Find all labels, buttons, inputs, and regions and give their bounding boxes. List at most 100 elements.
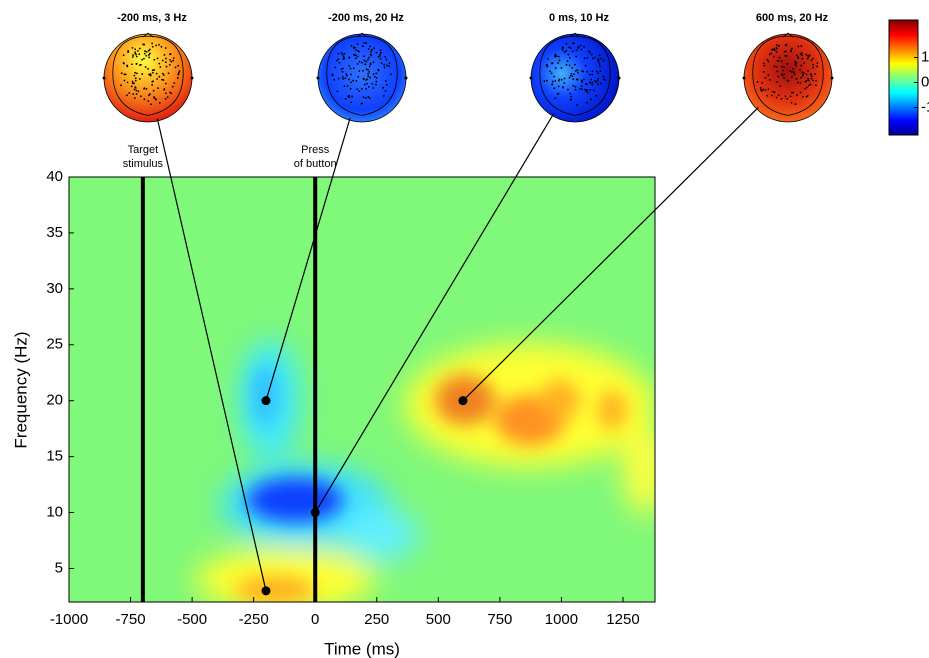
electrode — [132, 54, 134, 56]
electrode — [591, 54, 593, 56]
electrode — [588, 50, 590, 52]
electrode — [596, 71, 598, 73]
electrode — [131, 63, 133, 65]
electrode — [547, 58, 549, 60]
electrode — [134, 72, 136, 74]
electrode — [786, 44, 788, 46]
electrode — [808, 80, 810, 82]
topomap — [104, 34, 192, 122]
electrode — [769, 54, 771, 56]
electrode — [127, 51, 129, 53]
electrode — [777, 76, 779, 78]
x-tick-label: -1000 — [50, 611, 88, 628]
electrode — [581, 85, 583, 87]
electrode — [562, 49, 564, 51]
electrode — [559, 60, 561, 62]
electrode — [585, 65, 587, 67]
electrode — [800, 53, 802, 55]
electrode — [158, 63, 160, 65]
electrode — [800, 77, 802, 79]
electrode — [158, 44, 160, 46]
electrode — [812, 58, 814, 60]
electrode — [375, 72, 377, 74]
electrode — [356, 88, 358, 90]
electrode — [175, 66, 177, 68]
electrode — [587, 92, 589, 94]
electrode — [791, 71, 793, 73]
electrode — [136, 63, 138, 65]
electrode — [348, 57, 350, 59]
electrode — [593, 89, 595, 91]
electrode — [342, 76, 344, 78]
electrode — [760, 87, 762, 89]
electrode — [369, 97, 371, 99]
electrode — [135, 80, 137, 82]
electrode — [366, 68, 368, 70]
electrode — [600, 82, 602, 84]
electrode — [334, 67, 336, 69]
electrode — [156, 73, 158, 75]
electrode — [578, 46, 580, 48]
electrode — [586, 102, 588, 104]
electrode — [803, 62, 805, 64]
electrode — [382, 87, 384, 89]
topomap-ear — [191, 77, 194, 80]
electrode — [554, 97, 556, 99]
electrode — [569, 57, 571, 59]
electrode — [564, 78, 566, 80]
electrode — [343, 53, 345, 55]
electrode — [348, 96, 350, 98]
electrode — [785, 51, 787, 53]
electrode — [125, 74, 127, 76]
electrode — [345, 98, 347, 100]
electrode — [597, 72, 599, 74]
electrode — [165, 98, 167, 100]
electrode — [586, 71, 588, 73]
electrode — [586, 89, 588, 91]
electrode — [168, 72, 170, 74]
electrode — [807, 78, 809, 80]
electrode — [795, 65, 797, 67]
electrode — [135, 77, 137, 79]
electrode — [146, 88, 148, 90]
y-tick-label: 15 — [46, 448, 63, 465]
electrode — [590, 98, 592, 100]
electrode — [365, 79, 367, 81]
electrode — [789, 70, 791, 72]
electrode — [357, 56, 359, 58]
electrode — [797, 46, 799, 48]
electrode — [355, 49, 357, 51]
electrode — [816, 62, 818, 64]
electrode — [563, 82, 565, 84]
electrode — [800, 65, 802, 67]
electrode — [385, 90, 387, 92]
electrode — [764, 77, 766, 79]
electrode — [383, 64, 385, 66]
electrode — [153, 90, 155, 92]
y-tick-label: 40 — [46, 168, 63, 185]
electrode — [380, 50, 382, 52]
electrode — [801, 54, 803, 56]
y-tick-label: 35 — [46, 224, 63, 241]
electrode — [144, 53, 146, 55]
electrode — [350, 68, 352, 70]
electrode — [552, 81, 554, 83]
electrode — [589, 81, 591, 83]
electrode — [378, 70, 380, 72]
electrode — [136, 93, 138, 95]
topomap-ear — [530, 77, 533, 80]
electrode — [603, 76, 605, 78]
electrode — [776, 81, 778, 83]
electrode — [598, 63, 600, 65]
electrode — [802, 75, 804, 77]
electrode — [359, 61, 361, 63]
electrode — [332, 75, 334, 77]
electrode — [373, 73, 375, 75]
electrode — [551, 83, 553, 85]
electrode — [591, 74, 593, 76]
electrode — [352, 80, 354, 82]
electrode — [566, 64, 568, 66]
electrode — [583, 46, 585, 48]
electrode — [369, 45, 371, 47]
electrode — [358, 90, 360, 92]
